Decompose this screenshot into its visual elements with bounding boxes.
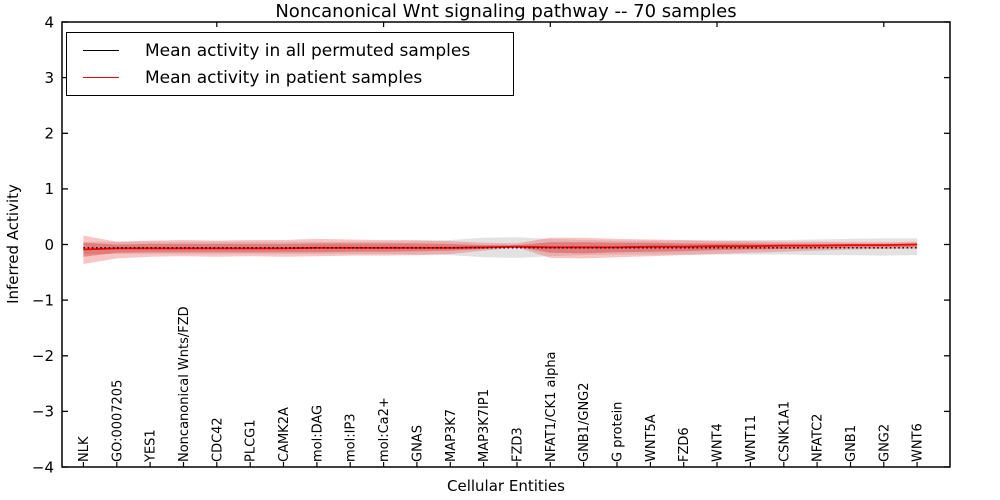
legend-item-permuted: Mean activity in all permuted samples xyxy=(67,38,513,64)
x-axis-label: Cellular Entities xyxy=(447,477,565,495)
x-category-label: FZD3 xyxy=(511,427,526,462)
x-category-label: WNT4 xyxy=(711,423,726,462)
x-category-label: PLCG1 xyxy=(244,419,259,462)
x-category-label: mol:DAG xyxy=(310,405,325,462)
x-category-label: CSNK1A1 xyxy=(777,401,792,462)
legend-line-sample-red xyxy=(83,77,119,78)
y-tick-label: −1 xyxy=(32,291,54,309)
y-tick-label: −4 xyxy=(32,458,54,476)
legend-box: Mean activity in all permuted samples Me… xyxy=(66,32,514,96)
chart-title: Noncanonical Wnt signaling pathway -- 70… xyxy=(275,1,737,22)
x-category-label: NFATC2 xyxy=(811,414,826,462)
y-tick-label: 4 xyxy=(44,13,54,31)
y-tick-label: 2 xyxy=(44,125,54,143)
y-tick-label: −3 xyxy=(32,403,54,421)
x-category-label: G protein xyxy=(611,402,626,462)
legend-label: Mean activity in patient samples xyxy=(145,67,423,88)
x-category-label: WNT6 xyxy=(911,423,926,462)
y-tick-label: 0 xyxy=(44,236,54,254)
x-category-label: CDC42 xyxy=(210,417,225,462)
x-category-label: YES1 xyxy=(144,429,159,463)
legend-label: Mean activity in all permuted samples xyxy=(145,40,471,61)
x-category-label: CAMK2A xyxy=(277,407,292,462)
y-tick-label: −2 xyxy=(32,347,54,365)
y-axis-label: Inferred Activity xyxy=(4,184,22,304)
legend-item-patient: Mean activity in patient samples xyxy=(67,65,513,91)
x-category-label: mol:IP3 xyxy=(344,413,359,462)
x-category-label: NLK xyxy=(77,436,92,462)
x-category-label: MAP3K7 xyxy=(444,409,459,462)
x-category-label: FZD6 xyxy=(677,427,692,462)
x-category-label: GO:0007205 xyxy=(110,380,125,462)
x-category-label: GNB1 xyxy=(844,425,859,462)
y-tick-label: 1 xyxy=(44,180,54,198)
y-tick-label: 3 xyxy=(44,69,54,87)
x-category-label: GNG2 xyxy=(877,424,892,462)
x-category-label: GNB1/GNG2 xyxy=(577,382,592,462)
x-category-label: WNT11 xyxy=(744,415,759,462)
x-category-label: WNT5A xyxy=(644,414,659,462)
legend-line-sample-black xyxy=(83,50,119,51)
x-category-label: mol:Ca2+ xyxy=(377,397,392,462)
x-category-label: GNAS xyxy=(410,425,425,462)
x-category-label: Noncanonical Wnts/FZD xyxy=(177,306,192,462)
patient-samples-band-outer xyxy=(83,235,918,264)
x-category-label: NFAT1/CK1 alpha xyxy=(544,351,559,462)
x-category-label: MAP3K7IP1 xyxy=(477,389,492,462)
